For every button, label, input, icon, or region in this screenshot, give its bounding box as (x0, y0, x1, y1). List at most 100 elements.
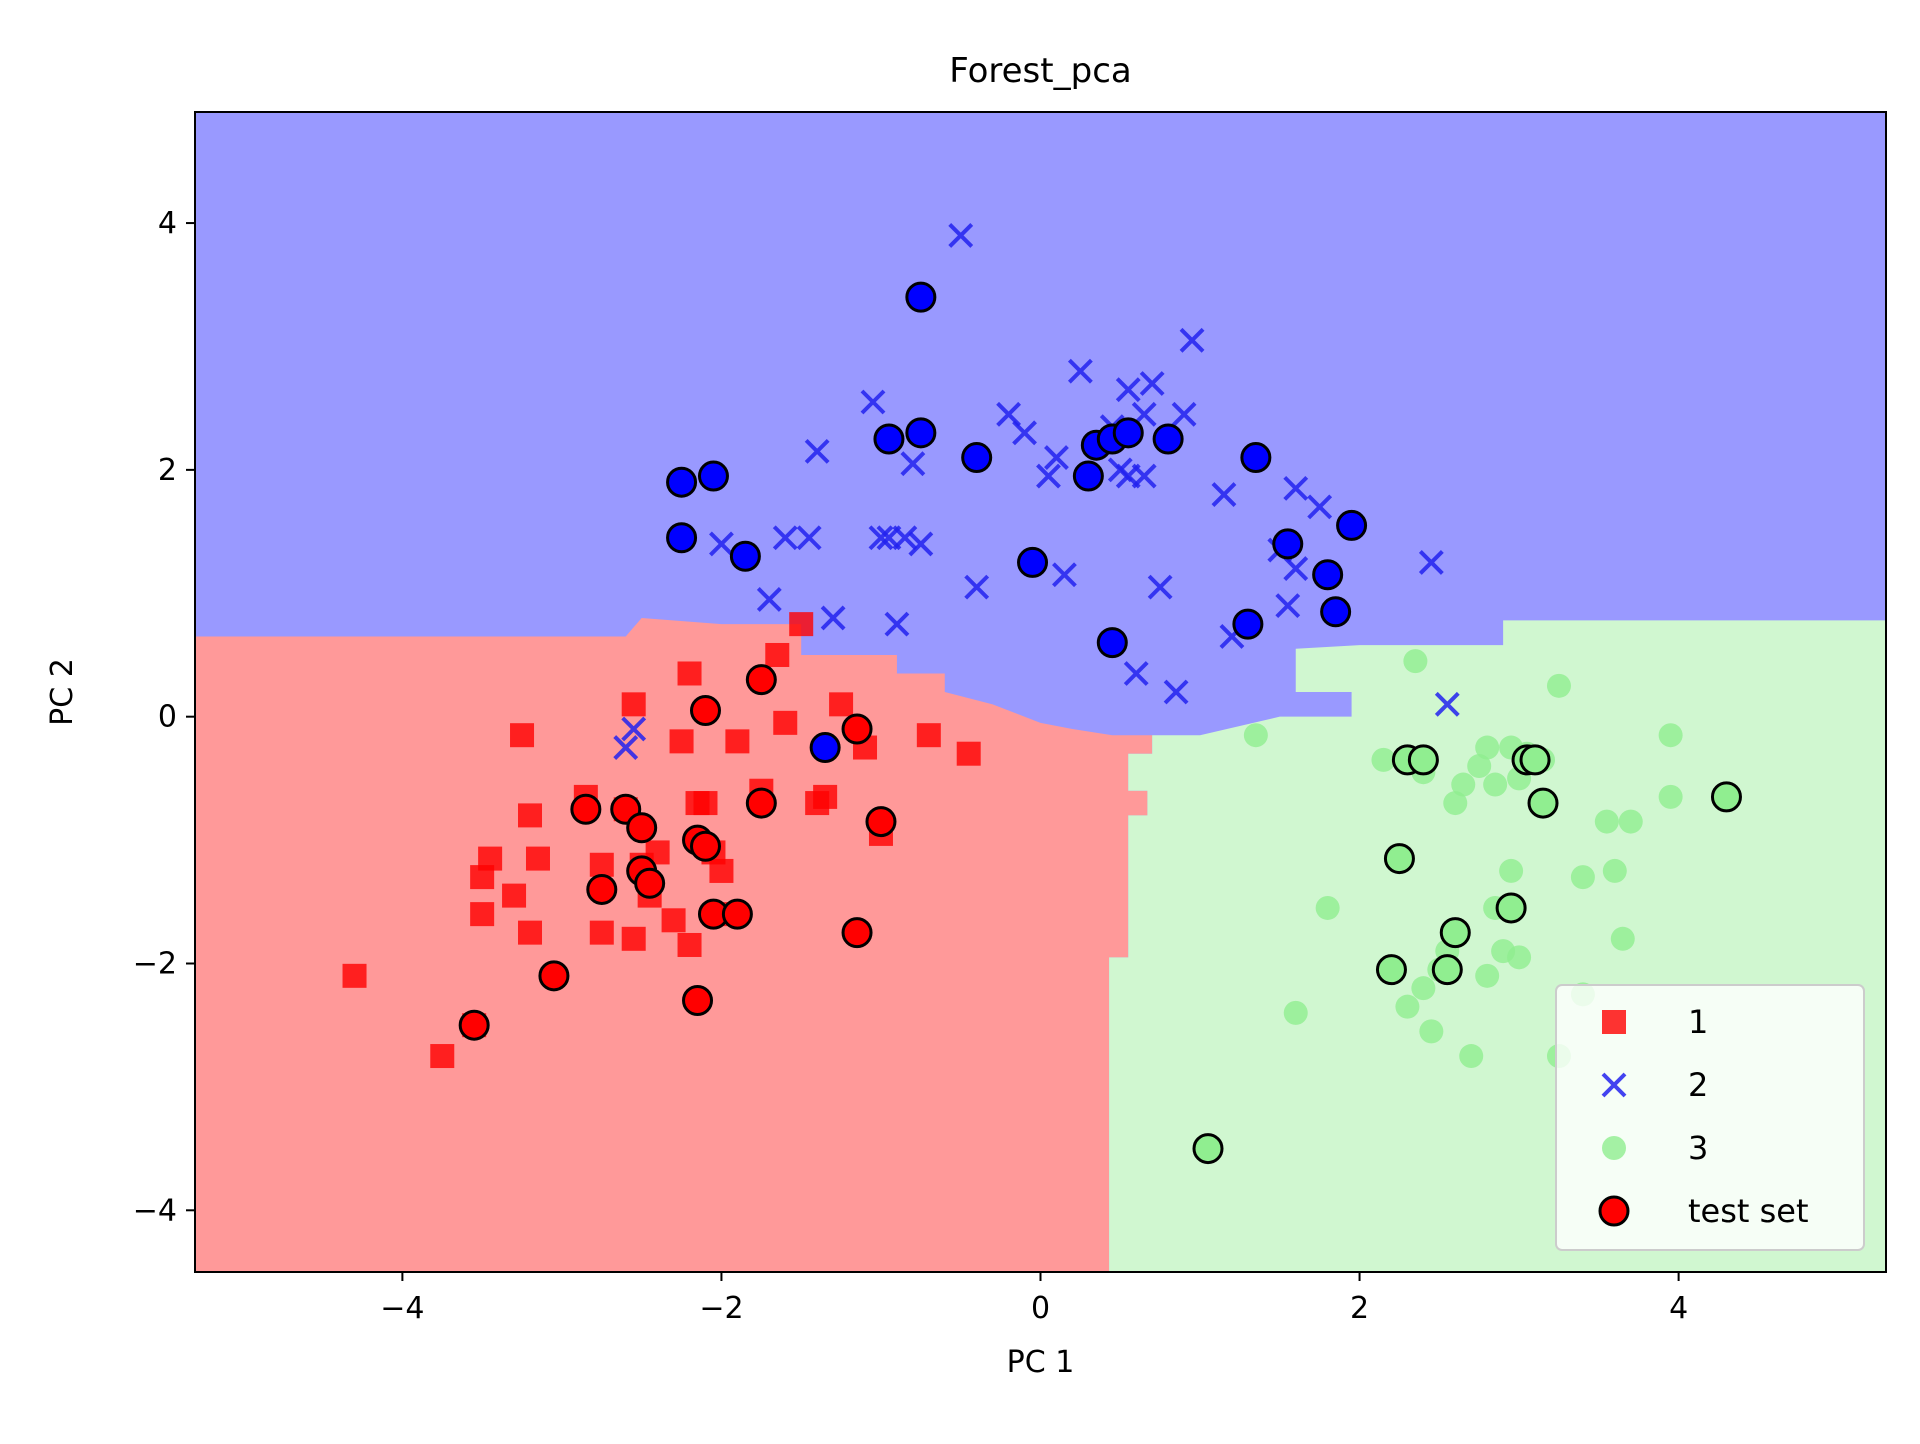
legend-label: 3 (1688, 1129, 1708, 1167)
data-point (1658, 723, 1683, 748)
data-point (1407, 744, 1439, 776)
data-point (1036, 463, 1061, 489)
legend: 1 2 3 test set (1555, 984, 1865, 1251)
data-point (430, 1044, 455, 1069)
data-point (1527, 787, 1559, 819)
data-point (796, 525, 822, 551)
data-point (1431, 954, 1463, 986)
x-axis-label: PC 1 (1007, 1345, 1075, 1380)
data-point (693, 791, 718, 816)
y-tick-label: 2 (158, 453, 177, 488)
data-point (1483, 772, 1508, 797)
data-point (709, 858, 734, 883)
data-point (470, 902, 495, 927)
data-point (538, 960, 570, 992)
legend-label: test set (1688, 1192, 1809, 1230)
data-point (1495, 892, 1527, 924)
data-point (1232, 608, 1264, 640)
chart-title: Forest_pca (949, 51, 1131, 91)
data-point (1272, 528, 1304, 560)
data-point (1546, 673, 1571, 698)
y-tick-label: 0 (158, 700, 177, 735)
data-point (1383, 843, 1415, 875)
data-point (586, 873, 618, 905)
data-point (1283, 1000, 1308, 1025)
data-point (661, 908, 686, 933)
data-point (1072, 460, 1104, 492)
data-point (804, 438, 830, 464)
data-point (1315, 895, 1340, 920)
data-point (1096, 627, 1128, 659)
data-point (666, 466, 698, 498)
data-point (765, 642, 790, 667)
data-point (1475, 735, 1500, 760)
data-point (1594, 809, 1619, 834)
data-point (689, 695, 721, 727)
data-point (1618, 809, 1643, 834)
data-point (1658, 784, 1683, 809)
data-point (729, 540, 761, 572)
y-tick-label: 4 (158, 206, 177, 241)
data-point (510, 723, 535, 748)
data-point (905, 417, 937, 449)
data-point (502, 883, 527, 908)
y-tick-label: −4 (133, 1193, 177, 1228)
data-point (865, 806, 897, 838)
y-tick-label: −2 (133, 946, 177, 981)
data-point (1443, 791, 1468, 816)
data-point (745, 787, 777, 819)
data-point (697, 460, 729, 492)
data-point (868, 525, 894, 551)
data-point (908, 531, 934, 557)
data-point (772, 525, 798, 551)
data-point (1171, 401, 1197, 427)
data-point (1375, 954, 1407, 986)
data-point (1139, 371, 1165, 396)
data-point (518, 803, 543, 828)
data-point (1312, 559, 1344, 591)
data-point (1163, 679, 1189, 705)
data-point (1395, 994, 1420, 1019)
data-point (613, 735, 639, 760)
series-2 (613, 222, 1460, 760)
data-point (1131, 463, 1157, 489)
series-test-set (458, 281, 1742, 1165)
data-point (621, 716, 647, 742)
data-point (1320, 596, 1352, 628)
data-point (1115, 377, 1141, 403)
data-point (1283, 475, 1309, 501)
data-point (961, 442, 993, 474)
data-point (1147, 574, 1173, 600)
data-point (1123, 661, 1149, 686)
data-point (1307, 494, 1333, 520)
data-point (725, 729, 750, 754)
data-point (589, 920, 614, 945)
data-point (666, 522, 698, 554)
data-point (813, 784, 838, 809)
data-point (1211, 482, 1237, 507)
data-point (669, 729, 694, 754)
data-point (1017, 546, 1049, 578)
data-point (342, 963, 367, 988)
legend-entry: 1 (1602, 1003, 1708, 1041)
data-point (745, 664, 777, 696)
data-point (1467, 754, 1492, 779)
data-point (689, 830, 721, 862)
data-point (841, 713, 873, 745)
x-tick-label: 2 (1350, 1291, 1369, 1326)
data-point (1419, 1019, 1444, 1044)
data-point (1403, 649, 1428, 674)
data-point (1602, 858, 1627, 883)
data-point (773, 710, 798, 735)
data-point (1459, 1044, 1484, 1069)
data-point (829, 692, 854, 717)
x-tick-label: −2 (699, 1291, 743, 1326)
data-point (458, 1009, 490, 1041)
data-point (709, 531, 734, 557)
data-point (570, 793, 602, 825)
x-tick-label: 0 (1031, 1291, 1050, 1326)
x-tick-label: −4 (380, 1291, 424, 1326)
data-point (1067, 358, 1093, 384)
